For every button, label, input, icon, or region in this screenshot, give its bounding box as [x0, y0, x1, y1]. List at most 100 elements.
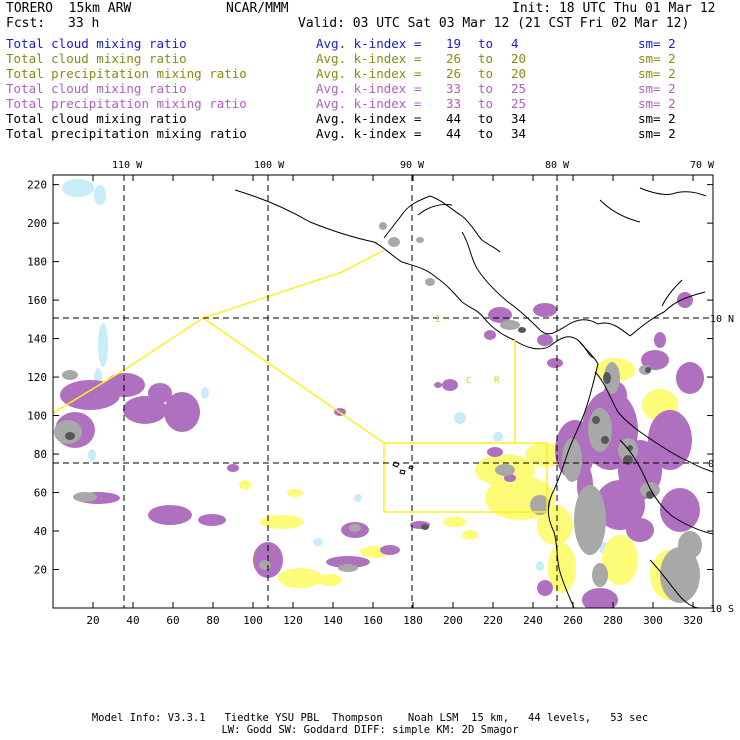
x-tick-label: 140	[323, 614, 343, 627]
x-tick-label: 240	[523, 614, 543, 627]
region-label-i: I	[435, 315, 440, 325]
x-tick-label: 280	[603, 614, 623, 627]
x-tick-label: 220	[483, 614, 503, 627]
lon-label-110w: 110 W	[112, 160, 143, 171]
legend-k1: 26	[446, 66, 462, 81]
legend-field: Total precipitation mixing ratio	[6, 66, 247, 81]
legend-to: to	[478, 111, 494, 126]
legend-field: Total precipitation mixing ratio	[6, 96, 247, 111]
legend-k1: 33	[446, 81, 462, 96]
map-frame	[52, 174, 714, 609]
legend-kindex: Avg. k-index =	[316, 126, 422, 141]
y-tick-label: 180	[27, 256, 47, 269]
x-tick-label: 200	[443, 614, 463, 627]
x-tick-label: 40	[126, 614, 139, 627]
y-tick-label: 120	[27, 371, 47, 384]
legend-kindex: Avg. k-index =	[316, 111, 422, 126]
legend-field: Total cloud mixing ratio	[6, 51, 187, 66]
valid-time: Valid: 03 UTC Sat 03 Mar 12 (21 CST Fri …	[298, 16, 690, 31]
lon-label-90w: 90 W	[400, 160, 425, 171]
legend-field: Total precipitation mixing ratio	[6, 126, 247, 141]
y-tick-label: 40	[34, 525, 47, 538]
legend-row: Total cloud mixing ratio Avg. k-index = 19…	[6, 36, 740, 51]
forecast-hour: 33 h	[68, 16, 100, 31]
legend-k1: 19	[446, 36, 462, 51]
y-tick-label: 160	[27, 294, 47, 307]
y-tick-label: 60	[34, 487, 47, 500]
x-tick-label: 60	[166, 614, 179, 627]
legend-sm: sm= 2	[638, 126, 676, 141]
legend-sm: sm= 2	[638, 66, 676, 81]
y-axis-labels: 220 200 180 160 140 120 100 80 60 40 20	[27, 179, 47, 577]
x-axis-labels: 20 40 60 80 100 120 140 160 180 200 220 240 260 280 30…	[86, 614, 703, 627]
legend-k1: 44	[446, 126, 462, 141]
x-tick-label: 300	[643, 614, 663, 627]
y-tick-label: 140	[27, 333, 47, 346]
y-tick-label: 100	[27, 410, 47, 423]
legend-to: to	[478, 81, 494, 96]
legend-k2: 4	[511, 36, 519, 51]
legend-row: Total precipitation mixing ratio Avg. k-i…	[6, 126, 740, 141]
x-tick-label: 260	[563, 614, 583, 627]
legend-sm: sm= 2	[638, 36, 676, 51]
lon-label-80w: 80 W	[545, 160, 570, 171]
x-tick-label: 320	[683, 614, 703, 627]
legend-field: Total cloud mixing ratio	[6, 111, 187, 126]
legend-sm: sm= 2	[638, 51, 676, 66]
region-label-c: C	[466, 376, 471, 386]
legend-field: Total cloud mixing ratio	[6, 81, 187, 96]
model-info-line1: Model Info: V3.3.1 Tiedtke YSU PBL Thomp…	[91, 712, 649, 724]
legend-kindex: Avg. k-index =	[316, 96, 422, 111]
lat-label-10n: 10 N	[710, 314, 734, 325]
y-tick-label: 80	[34, 448, 47, 461]
axis-ticks	[53, 175, 713, 608]
x-tick-label: 120	[283, 614, 303, 627]
legend-kindex: Avg. k-index =	[316, 66, 422, 81]
legend-k2: 25	[511, 96, 527, 111]
legend-to: to	[478, 126, 494, 141]
lat-label-equator: 0	[708, 459, 714, 470]
x-tick-label: 20	[86, 614, 99, 627]
legend-k2: 20	[511, 51, 527, 66]
lon-label-70w: 70 W	[690, 160, 715, 171]
legend-k1: 44	[446, 111, 462, 126]
model-name: TORERO 15km ARW	[6, 1, 132, 16]
legend-row: Total precipitation mixing ratio Avg. k-i…	[6, 96, 740, 111]
legend-to: to	[478, 51, 494, 66]
y-tick-label: 20	[34, 564, 47, 577]
legend-sm: sm= 2	[638, 81, 676, 96]
organization: NCAR/MMM	[226, 1, 289, 16]
legend-k2: 34	[511, 111, 527, 126]
init-time: Init: 18 UTC Thu 01 Mar 12	[512, 1, 716, 16]
model-info-line2: LW: Godd SW: Goddard DIFF: simple KM: 2D…	[221, 724, 519, 736]
legend-k1: 33	[446, 96, 462, 111]
legend-sm: sm= 2	[638, 111, 676, 126]
legend-sm: sm= 2	[638, 96, 676, 111]
legend-row: Total cloud mixing ratio Avg. k-index = 33…	[6, 81, 740, 96]
legend-to: to	[478, 96, 494, 111]
legend-to: to	[478, 36, 494, 51]
y-tick-label: 220	[27, 179, 47, 192]
legend-row: Total cloud mixing ratio Avg. k-index = 44…	[6, 111, 740, 126]
legend-row: Total precipitation mixing ratio Avg. k-i…	[6, 66, 740, 81]
y-tick-label: 200	[27, 217, 47, 230]
legend-to: to	[478, 66, 494, 81]
legend-kindex: Avg. k-index =	[316, 81, 422, 96]
legend-row: Total cloud mixing ratio Avg. k-index = 26…	[6, 51, 740, 66]
x-tick-label: 100	[243, 614, 263, 627]
x-tick-label: 180	[403, 614, 423, 627]
legend-kindex: Avg. k-index =	[316, 36, 422, 51]
x-tick-label: 160	[363, 614, 383, 627]
legend-k2: 34	[511, 126, 527, 141]
cloud-field-dark	[65, 327, 654, 530]
lat-label-10s: 10 S	[710, 604, 734, 615]
x-tick-label: 80	[206, 614, 219, 627]
lat-lon-grid	[53, 175, 713, 608]
legend-k2: 20	[511, 66, 527, 81]
forecast-label: Fcst:	[6, 16, 46, 31]
legend-kindex: Avg. k-index =	[316, 51, 422, 66]
legend-k1: 26	[446, 51, 462, 66]
legend-field: Total cloud mixing ratio	[6, 36, 187, 51]
region-label-r: R	[494, 376, 500, 386]
